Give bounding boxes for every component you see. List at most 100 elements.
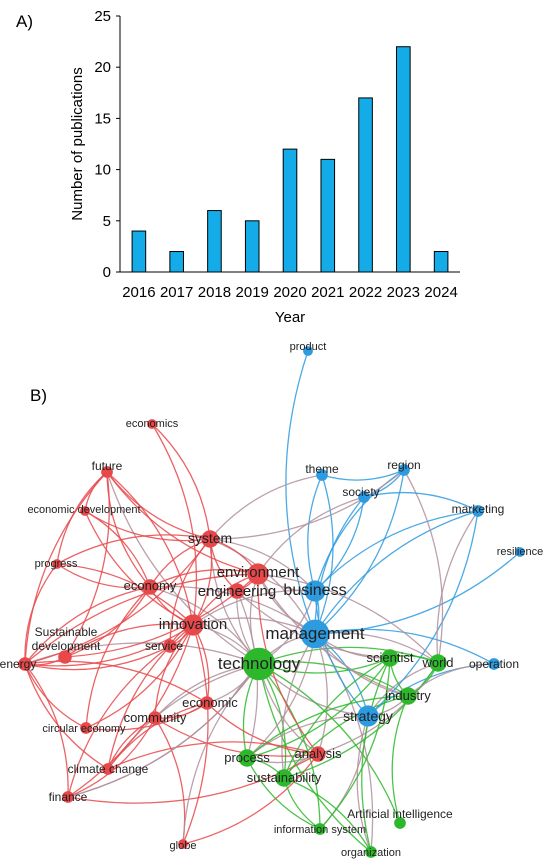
label-artificial_intelligence: Artificial intelligence — [347, 807, 453, 821]
x-tick-label: 2016 — [122, 284, 155, 301]
node-sustainability — [275, 769, 293, 787]
x-axis-title: Year — [275, 309, 305, 326]
node-theme — [316, 469, 328, 481]
edge-economy-sustainable_development — [64, 586, 151, 658]
edge-economy-economic_development — [84, 510, 151, 588]
edge-future-sustainable_development — [64, 471, 110, 658]
edge-industry-artificial_intelligence — [391, 695, 409, 824]
y-axis-title: Number of publications — [69, 67, 86, 220]
node-world — [429, 654, 447, 672]
edge-sustainability-world — [283, 662, 439, 779]
label-sustainable_development: Sustainable — [35, 625, 98, 639]
edge-environment-world — [257, 573, 439, 664]
edge-management-resilience — [314, 551, 521, 635]
node-technology — [242, 647, 276, 681]
node-information_system — [314, 823, 326, 835]
panel-a-label: A) — [16, 12, 33, 31]
label-process: process — [224, 750, 270, 765]
edge-sustainability-scientist — [283, 657, 391, 779]
node-community — [148, 711, 162, 725]
edge-technology-artificial_intelligence — [258, 663, 401, 824]
node-economic_development — [80, 506, 90, 516]
x-tick-label: 2023 — [387, 284, 420, 301]
label-innovation: innovation — [159, 616, 227, 633]
edge-technology-organization — [258, 663, 372, 853]
node-future — [101, 466, 113, 478]
edge-innovation-energy — [24, 624, 194, 667]
x-tick-label: 2018 — [198, 284, 231, 301]
label-engineering: engineering — [198, 583, 276, 600]
y-tick-label: 10 — [94, 162, 111, 179]
node-economic — [200, 696, 214, 710]
edge-system-region — [209, 469, 405, 540]
label-economics: economics — [126, 418, 179, 430]
edge-world-region — [403, 469, 444, 664]
edge-industry-operation — [407, 663, 495, 697]
label-organization: organization — [341, 847, 401, 859]
edge-energy-circular_economy — [24, 663, 87, 729]
label-product: product — [290, 341, 327, 353]
edge-process-scientist — [246, 657, 391, 759]
edge-innovation-climate_change — [107, 624, 194, 770]
x-tick-label: 2019 — [236, 284, 269, 301]
label-technology: technology — [218, 654, 301, 673]
edge-world-marketing — [436, 510, 479, 664]
label-climate_change: climate change — [68, 762, 149, 776]
node-strategy — [357, 705, 379, 727]
label-circular_economy: circular economy — [42, 723, 126, 735]
label-operation: operation — [469, 657, 519, 671]
node-marketing — [472, 505, 484, 517]
bar-2021 — [320, 158, 336, 273]
edge-business-system — [209, 538, 316, 592]
edge-innovation-economic_development — [84, 510, 194, 626]
label-service: service — [145, 639, 183, 653]
edge-theme-region — [321, 469, 405, 481]
label-resilience: resilience — [497, 546, 543, 558]
node-progress — [52, 559, 62, 569]
node-industry — [399, 687, 417, 705]
edge-management-marketing — [314, 510, 479, 635]
node-resilience — [515, 547, 525, 557]
edge-strategy-organization — [356, 715, 372, 853]
edge-management-product — [285, 350, 316, 635]
label-globe: globe — [170, 840, 197, 852]
edge-business-society — [314, 496, 365, 592]
node-society — [358, 491, 370, 503]
edge-business-theme — [307, 474, 323, 592]
node-operation — [488, 658, 500, 670]
edge-system-progress — [56, 534, 211, 565]
label-marketing: marketing — [452, 502, 505, 516]
node-engineering — [229, 583, 245, 599]
edge-scientist-information_system — [319, 657, 391, 830]
edge-system-service — [169, 538, 211, 647]
edge-environment-future — [106, 471, 259, 575]
edge-energy-future — [24, 471, 108, 665]
node-circular_economy — [80, 722, 92, 734]
y-tick-label: 0 — [103, 264, 111, 281]
edge-analysis-globe — [182, 753, 319, 845]
edge-sustainability-industry — [283, 695, 409, 779]
edge-environment-society — [257, 496, 365, 575]
label-future: future — [92, 459, 123, 473]
x-tick-label: 2021 — [311, 284, 344, 301]
bar-2022 — [358, 97, 373, 273]
label-sustainable_development-line2: development — [32, 639, 101, 653]
edge-community-analysis — [154, 717, 319, 757]
y-tick-label: 5 — [103, 213, 111, 230]
node-climate_change — [102, 763, 114, 775]
edge-economy-progress — [56, 563, 151, 589]
edge-technology-industry — [258, 661, 409, 697]
edge-environment-economy — [149, 569, 259, 588]
edge-business-marketing — [314, 510, 479, 592]
label-sustainability: sustainability — [247, 770, 322, 785]
label-economy: economy — [124, 578, 177, 593]
label-society: society — [342, 485, 379, 499]
edge-system-theme — [209, 474, 323, 540]
edge-system-energy — [24, 538, 211, 665]
edge-service-finance — [67, 645, 171, 798]
edge-community-globe — [154, 717, 186, 845]
label-environment: environment — [217, 564, 300, 581]
nodes — [18, 346, 525, 858]
node-system — [201, 530, 219, 548]
